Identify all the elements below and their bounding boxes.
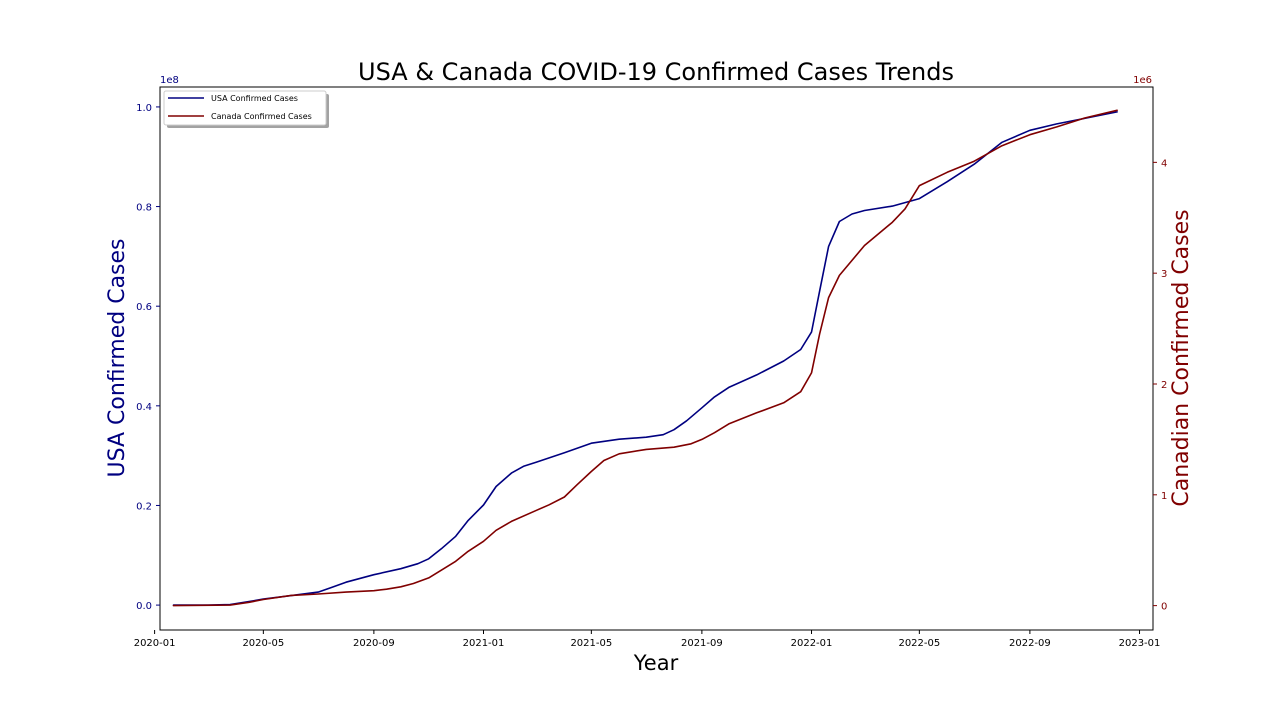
legend-label-usa: USA Confirmed Cases xyxy=(211,94,298,103)
x-tick-label: 2021-05 xyxy=(570,638,612,649)
x-tick-label: 2021-09 xyxy=(681,638,723,649)
x-tick-label: 2021-01 xyxy=(463,638,505,649)
x-axis-label: Year xyxy=(633,651,679,675)
series-layer xyxy=(172,109,1118,607)
chart-title: USA & Canada COVID-19 Confirmed Cases Tr… xyxy=(358,58,954,86)
left-y-axis-label: USA Confirmed Cases xyxy=(105,238,130,477)
x-tick-label: 2023-01 xyxy=(1119,638,1161,649)
plot-frame xyxy=(159,86,1154,631)
left-y-tick-label: 1.0 xyxy=(136,103,152,114)
right-y-axis: 0 1 2 3 4 xyxy=(1153,158,1167,613)
x-tick-label: 2020-09 xyxy=(353,638,395,649)
x-tick-label: 2022-01 xyxy=(791,638,833,649)
legend: USA Confirmed Cases Canada Confirmed Cas… xyxy=(163,90,329,128)
right-y-tick-label: 1 xyxy=(1161,491,1167,502)
right-y-tick-label: 4 xyxy=(1161,158,1167,169)
right-y-tick-label: 2 xyxy=(1161,380,1167,391)
left-y-tick-label: 0.8 xyxy=(136,203,152,214)
left-y-tick-label: 0.6 xyxy=(136,302,152,313)
x-tick-label: 2022-09 xyxy=(1009,638,1051,649)
usa-series-line xyxy=(172,111,1118,606)
left-y-tick-label: 0.2 xyxy=(136,501,152,512)
x-tick-label: 2020-05 xyxy=(242,638,284,649)
left-y-tick-label: 0.4 xyxy=(136,402,152,413)
legend-label-canada: Canada Confirmed Cases xyxy=(211,112,312,121)
x-axis: 2020-01 2020-05 2020-09 2021-01 2021-05 2021-… xyxy=(134,630,1161,649)
right-axis-offset-label: 1e6 xyxy=(1133,75,1152,86)
left-y-axis: 0.0 0.2 0.4 0.6 0.8 1.0 xyxy=(136,103,160,612)
canada-series-line xyxy=(172,109,1118,607)
x-tick-label: 2020-01 xyxy=(134,638,176,649)
left-y-tick-label: 0.0 xyxy=(136,601,152,612)
right-y-tick-label: 0 xyxy=(1161,602,1167,613)
legend-box xyxy=(163,90,327,126)
left-axis-offset-label: 1e8 xyxy=(160,75,179,86)
right-y-axis-label: Canadian Confirmed Cases xyxy=(1169,209,1194,506)
x-tick-label: 2022-05 xyxy=(898,638,940,649)
right-y-tick-label: 3 xyxy=(1161,269,1167,280)
